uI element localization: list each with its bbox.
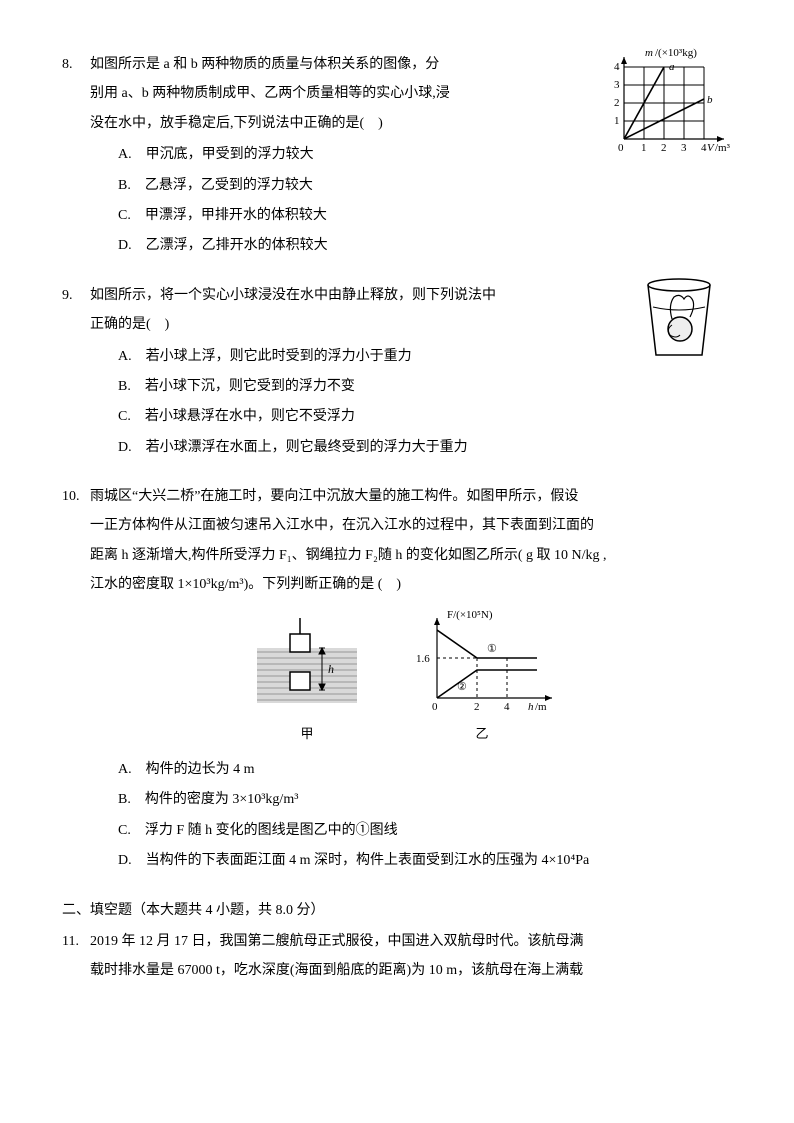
option-d: D. 乙漂浮，乙排开水的体积较大 [90, 231, 724, 260]
question-number: 11. [62, 927, 79, 956]
svg-text:V: V [707, 142, 715, 154]
option-b: B. 构件的密度为 3×10³kg/m³ [90, 785, 724, 814]
svg-text:2: 2 [474, 701, 480, 713]
chart-q8: m/(×10³kg) a [589, 44, 734, 159]
svg-text:4: 4 [504, 701, 510, 713]
svg-text:2: 2 [614, 97, 620, 109]
caption-jia: 甲 [252, 720, 362, 747]
question-stem: 2019 年 12 月 17 日，我国第二艘航母正式服役，中国进入双航母时代。该… [90, 927, 724, 986]
svg-text:/m³: /m³ [715, 142, 731, 154]
svg-text:2: 2 [661, 142, 667, 154]
svg-text:F/(×10⁵N): F/(×10⁵N) [447, 609, 493, 621]
svg-text:/(×10³kg): /(×10³kg) [655, 47, 697, 59]
question-8: 8. 如图所示是 a 和 b 两种物质的质量与体积关系的图像，分 别用 a、b … [90, 50, 724, 261]
stem-line: 2019 年 12 月 17 日，我国第二艘航母正式服役，中国进入双航母时代。该… [90, 927, 724, 956]
stem-line: 一正方体构件从江面被匀速吊入江水中，在沉入江水的过程中，其下表面到江面的 [90, 511, 724, 540]
svg-text:①: ① [487, 643, 497, 655]
svg-text:1: 1 [641, 142, 647, 154]
stem-line: 江水的密度取 1×10³kg/m³)。下列判断正确的是 ( ) [90, 570, 724, 599]
option-b: B. 乙悬浮，乙受到的浮力较大 [90, 171, 724, 200]
question-number: 10. [62, 482, 80, 511]
svg-text:4: 4 [614, 61, 620, 73]
question-stem: 如图所示，将一个实心小球浸没在水中由静止释放，则下列说法中 正确的是( ) [90, 281, 724, 340]
stem-line: 正确的是( ) [90, 310, 724, 339]
svg-text:1.6: 1.6 [416, 653, 430, 665]
svg-text:h: h [528, 701, 534, 713]
stem-line: 距离 h 逐渐增大,构件所受浮力 F₁、钢绳拉力 F₂随 h 的变化如图乙所示(… [90, 541, 724, 570]
option-a: A. 构件的边长为 4 m [90, 755, 724, 784]
figure-jia: h 甲 [252, 618, 362, 747]
options: A. 构件的边长为 4 m B. 构件的密度为 3×10³kg/m³ C. 浮力… [90, 755, 724, 876]
stem-line: 如图所示，将一个实心小球浸没在水中由静止释放，则下列说法中 [90, 281, 724, 310]
option-c: C. 甲漂浮，甲排开水的体积较大 [90, 201, 724, 230]
figure-yi: F/(×10⁵N) [402, 608, 562, 747]
section-2-header: 二、填空题（本大题共 4 小题，共 8.0 分） [62, 896, 724, 925]
figures-q10: h 甲 F/(×10⁵N) [90, 608, 724, 747]
svg-text:0: 0 [432, 701, 438, 713]
svg-text:②: ② [457, 681, 467, 693]
stem-line: 雨城区“大兴二桥”在施工时，要向江中沉放大量的施工构件。如图甲所示，假设 [90, 482, 724, 511]
question-stem: 雨城区“大兴二桥”在施工时，要向江中沉放大量的施工构件。如图甲所示，假设 一正方… [90, 482, 724, 600]
svg-text:1: 1 [614, 115, 620, 127]
question-number: 8. [62, 50, 73, 79]
stem-line: 载时排水量是 67000 t，吃水深度(海面到船底的距离)为 10 m，该航母在… [90, 956, 724, 985]
option-c: C. 浮力 F 随 h 变化的图线是图乙中的①图线 [90, 816, 724, 845]
svg-text:3: 3 [614, 79, 620, 91]
question-number: 9. [62, 281, 73, 310]
svg-text:h: h [328, 662, 334, 676]
svg-text:/m: /m [535, 701, 547, 713]
svg-text:3: 3 [681, 142, 687, 154]
caption-yi: 乙 [402, 720, 562, 747]
svg-text:0: 0 [618, 142, 624, 154]
option-d: D. 若小球漂浮在水面上，则它最终受到的浮力大于重力 [90, 433, 724, 462]
svg-text:m: m [645, 47, 653, 59]
options: A. 若小球上浮，则它此时受到的浮力小于重力 B. 若小球下沉，则它受到的浮力不… [90, 342, 724, 463]
option-a: A. 若小球上浮，则它此时受到的浮力小于重力 [90, 342, 724, 371]
question-9: 9. 如图所示，将一个实心小球浸没在水中由静止释放，则下列说法中 正确的是( )… [90, 281, 724, 462]
svg-text:a: a [669, 61, 675, 73]
option-c: C. 若小球悬浮在水中，则它不受浮力 [90, 402, 724, 431]
question-10: 10. 雨城区“大兴二桥”在施工时，要向江中沉放大量的施工构件。如图甲所示，假设… [90, 482, 724, 875]
figure-q9 [636, 277, 724, 367]
question-11: 11. 2019 年 12 月 17 日，我国第二艘航母正式服役，中国进入双航母… [90, 927, 724, 986]
option-b: B. 若小球下沉，则它受到的浮力不变 [90, 372, 724, 401]
option-d: D. 当构件的下表面距江面 4 m 深时，构件上表面受到江水的压强为 4×10⁴… [90, 846, 724, 875]
svg-text:b: b [707, 94, 713, 106]
